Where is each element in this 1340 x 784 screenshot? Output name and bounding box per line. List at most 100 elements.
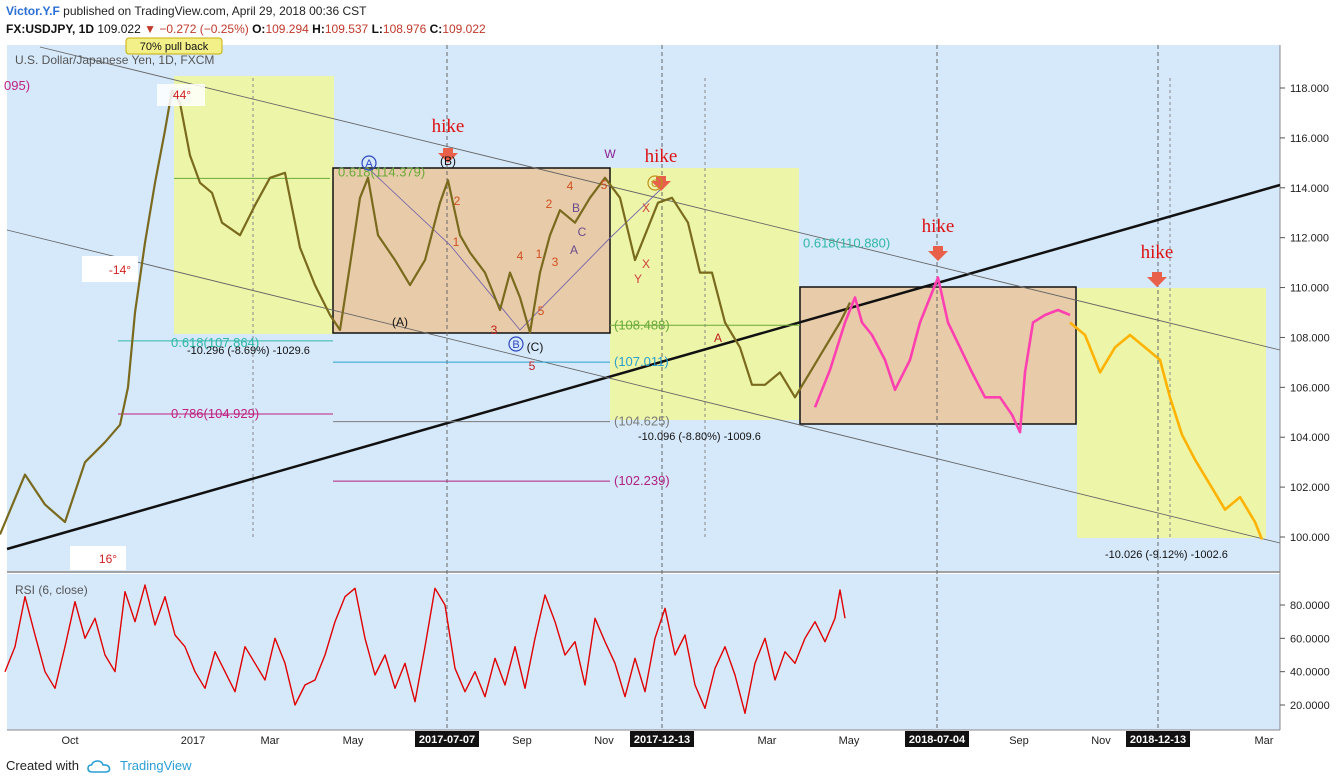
footer: Created with TradingView	[6, 758, 192, 774]
measurement-label: -10.026 (-9.12%) -1002.6	[1105, 549, 1228, 561]
wave-label: Y	[634, 272, 642, 286]
angle-label: 16°	[99, 552, 117, 566]
projection-pink-line	[813, 276, 1071, 434]
wave-label: X	[642, 257, 650, 271]
angle-label: -14°	[109, 263, 131, 277]
measurement-label: -10.296 (-8.69%) -1029.6	[187, 345, 310, 357]
channel-lower-line	[6, 229, 1281, 544]
wave-label: C	[578, 225, 587, 239]
x-tick-label: Mar	[261, 735, 280, 747]
wave-label: 2	[454, 194, 461, 208]
high-value: 109.537	[324, 22, 369, 36]
wave-label: 4	[517, 249, 524, 263]
wave-label: A	[570, 243, 578, 257]
cloud-logo-icon	[86, 759, 110, 773]
hike-label: hike	[645, 146, 678, 167]
tradingview-link[interactable]: TradingView	[120, 758, 192, 773]
fib-level-label: (102.239)	[614, 473, 670, 488]
symbol-line: FX:USDJPY, 1D 109.022 ▼ −0.272 (−0.25%) …	[6, 22, 486, 36]
rsi-line	[4, 584, 846, 714]
y-tick-label: 110.000	[1290, 283, 1329, 295]
fib-level-label: (108.488)	[614, 317, 670, 332]
wave-label: 1	[453, 235, 460, 249]
major-trendline	[6, 183, 1281, 551]
pullback-callout: 70% pull back	[140, 41, 209, 53]
measurement-label: -10.096 (-8.80%) -1009.6	[638, 431, 761, 443]
wave-label: 1	[536, 247, 543, 261]
hike-arrow-icon	[651, 176, 671, 191]
fib-level-label: (104.625)	[614, 414, 670, 429]
wave-label: X	[642, 201, 650, 215]
x-tick-label: May	[839, 735, 860, 747]
y-tick-label: 60.0000	[1290, 633, 1330, 645]
wave-circle	[508, 336, 524, 352]
wave-label-circled: C	[651, 178, 659, 190]
y-tick-label: 106.000	[1290, 382, 1330, 394]
created-with-label: Created with	[6, 758, 79, 773]
author-name[interactable]: Victor.Y.F	[6, 4, 60, 18]
wave-label: (A)	[392, 315, 408, 329]
wave-label: 3	[491, 323, 498, 337]
wave-label: (C)	[527, 340, 544, 354]
x-tick-label: Sep	[512, 735, 532, 747]
y-tick-label: 114.000	[1290, 183, 1329, 195]
date-highlight-label: 2018-12-13	[1130, 734, 1186, 746]
wave-label: 3	[552, 255, 559, 269]
x-tick-label: Oct	[61, 735, 78, 747]
wave-label: W	[604, 147, 616, 161]
wave-label-circled: A	[365, 158, 373, 170]
fib-level-label: 0.786(104.929)	[171, 406, 259, 421]
fib-level-label: 0.618(114.379)	[338, 164, 425, 179]
price-change: −0.272 (−0.25%)	[159, 22, 249, 36]
publish-info: published on TradingView.com, April 29, …	[63, 4, 367, 18]
y-tick-label: 104.000	[1290, 432, 1330, 444]
x-tick-label: May	[343, 735, 364, 747]
angle-badge	[82, 256, 138, 282]
rsi-pane[interactable]	[7, 574, 1280, 730]
angle-badge	[70, 546, 126, 570]
fib-level-label: 0.618(107.864)	[171, 335, 259, 350]
x-tick-label: Nov	[594, 735, 614, 747]
wave-label: 4	[567, 179, 574, 193]
wave-circle	[361, 155, 377, 171]
close-label: C:	[429, 22, 443, 36]
wave-label: 2	[546, 197, 553, 211]
x-tick-label: Mar	[1255, 735, 1274, 747]
publisher-line: Victor.Y.F published on TradingView.com,…	[6, 4, 366, 18]
correction-box	[332, 167, 611, 334]
fib-level-label: 095)	[4, 78, 30, 93]
fib-level-label: 0.618(110.880)	[803, 236, 890, 251]
date-highlight-box	[1126, 731, 1190, 747]
close-value: 109.022	[442, 22, 486, 36]
date-highlight-box	[630, 731, 694, 747]
down-triangle-icon: ▼	[144, 22, 156, 36]
y-tick-label: 118.000	[1290, 83, 1329, 95]
hike-arrow-icon	[928, 246, 948, 261]
open-value: 109.294	[265, 22, 309, 36]
hike-label: hike	[1141, 242, 1174, 263]
y-tick-label: 100.000	[1290, 532, 1330, 544]
angle-label: 44°	[173, 88, 191, 102]
correction-box	[799, 286, 1077, 425]
rsi-title: RSI (6, close)	[15, 583, 88, 597]
wave-label: 5	[538, 304, 545, 318]
high-label: H:	[312, 22, 325, 36]
x-tick-label: Mar	[758, 735, 777, 747]
hike-label: hike	[432, 116, 465, 137]
channel-upper-line	[39, 46, 1281, 351]
projection-zone	[1077, 288, 1266, 538]
y-tick-label: 112.000	[1290, 233, 1329, 245]
wave-label: 5	[529, 359, 536, 373]
x-tick-label: Sep	[1009, 735, 1029, 747]
low-label: L:	[371, 22, 383, 36]
y-tick-label: 40.0000	[1290, 667, 1330, 679]
wave-label-circled: B	[512, 339, 519, 351]
date-highlight-label: 2017-12-13	[634, 734, 690, 746]
angle-badge	[157, 84, 205, 106]
y-tick-label: 102.000	[1290, 482, 1330, 494]
wave-label: A	[714, 331, 722, 345]
y-tick-label: 116.000	[1290, 133, 1329, 145]
fib-level-label: (107.011)	[614, 354, 669, 369]
open-label: O:	[252, 22, 266, 36]
